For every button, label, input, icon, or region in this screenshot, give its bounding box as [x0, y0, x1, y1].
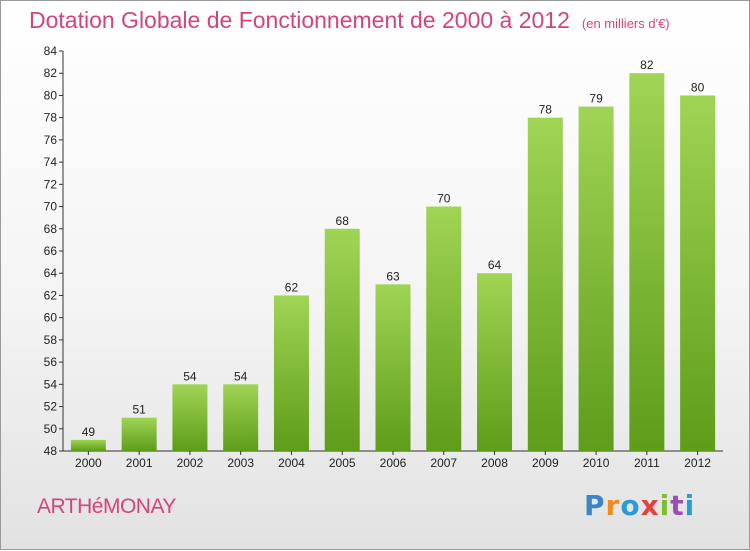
data-label: 78	[539, 103, 553, 117]
bar	[324, 228, 360, 451]
bar	[375, 284, 411, 451]
bar	[121, 417, 157, 451]
y-tick-label: 66	[44, 244, 58, 258]
x-tick-label: 2010	[583, 456, 610, 470]
x-tick-label: 2005	[329, 456, 356, 470]
y-tick-label: 48	[44, 444, 58, 458]
data-label: 62	[285, 280, 299, 294]
y-tick-label: 60	[44, 311, 58, 325]
commune-name: ARTHéMONAY	[37, 495, 176, 518]
logo-letter: P	[584, 489, 606, 522]
x-tick-label: 2006	[380, 456, 407, 470]
x-tick-label: 2011	[634, 456, 660, 470]
title-text: Dotation Globale de Fonctionnement de 20…	[29, 7, 570, 33]
x-tick-label: 2009	[532, 456, 559, 470]
bar	[172, 384, 208, 451]
x-tick-label: 2007	[430, 456, 457, 470]
y-tick-label: 54	[44, 377, 58, 391]
logo-letter: i	[659, 489, 671, 522]
bar	[680, 95, 716, 451]
data-label: 49	[82, 425, 96, 439]
data-label: 54	[234, 369, 248, 383]
y-tick-label: 52	[44, 400, 58, 414]
data-label: 80	[691, 80, 705, 94]
bar	[629, 73, 665, 451]
logo-letter: r	[605, 489, 621, 522]
data-label: 51	[132, 403, 146, 417]
logo-letter: o	[620, 489, 641, 522]
y-tick-label: 72	[44, 177, 58, 191]
y-tick-label: 50	[44, 422, 58, 436]
y-tick-label: 78	[44, 111, 58, 125]
x-tick-label: 2012	[684, 456, 711, 470]
data-label: 54	[183, 369, 197, 383]
y-tick-label: 76	[44, 133, 58, 147]
y-tick-label: 70	[44, 200, 58, 214]
bar	[223, 384, 259, 451]
axes: 48 50 52 54 56 58 60 62 64 66 68 70 72 74 76 78 80 82 84 20…	[44, 44, 723, 470]
bar	[70, 439, 106, 451]
data-label: 63	[386, 269, 400, 283]
bar	[273, 295, 309, 451]
x-tick-label: 2008	[481, 456, 508, 470]
logo-letter: i	[684, 489, 696, 522]
x-tick-label: 2001	[126, 456, 153, 470]
logo-letter: x	[640, 489, 660, 522]
data-label: 64	[488, 258, 502, 272]
y-tick-label: 84	[44, 44, 58, 58]
y-tick-label: 82	[44, 66, 58, 80]
x-tick-label: 2003	[227, 456, 254, 470]
y-tick-label: 64	[44, 266, 58, 280]
x-tick-label: 2000	[75, 456, 102, 470]
chart-subtitle: (en milliers d'€)	[581, 16, 670, 31]
data-label: 82	[640, 58, 654, 72]
y-tick-label: 58	[44, 333, 58, 347]
bar	[578, 106, 614, 452]
chart-title: Dotation Globale de Fonctionnement de 20…	[29, 7, 670, 34]
y-tick-label: 62	[44, 288, 58, 302]
x-tick-label: 2004	[278, 456, 305, 470]
y-tick-label: 80	[44, 88, 58, 102]
logo-letter: t	[670, 489, 685, 522]
data-label: 70	[437, 192, 451, 206]
proxiti-logo[interactable]: Proxiti	[584, 489, 695, 522]
bar	[426, 206, 462, 451]
data-label: 68	[336, 214, 350, 228]
bar	[527, 117, 563, 452]
y-tick-label: 56	[44, 355, 58, 369]
y-tick-label: 74	[44, 155, 58, 169]
x-tick-label: 2002	[177, 456, 204, 470]
data-label: 79	[589, 92, 603, 106]
y-tick-label: 68	[44, 222, 58, 236]
bar	[477, 273, 513, 451]
bars: 49 51 54 54 62 68 63 70 64 78 79 82 80	[70, 58, 716, 452]
